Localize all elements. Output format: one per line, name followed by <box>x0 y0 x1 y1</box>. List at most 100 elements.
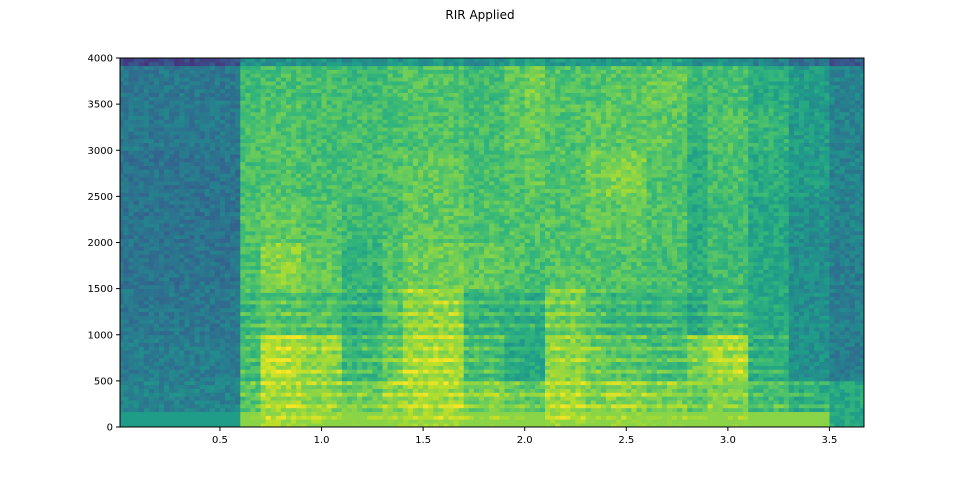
heatmap-cell <box>347 185 352 189</box>
heatmap-cell <box>372 239 377 243</box>
heatmap-cell <box>184 93 189 97</box>
heatmap-cell <box>256 277 261 281</box>
heatmap-cell <box>144 296 149 300</box>
heatmap-cell <box>357 289 362 293</box>
heatmap-cell <box>129 392 134 396</box>
heatmap-cell <box>184 308 189 312</box>
heatmap-cell <box>367 381 372 385</box>
heatmap-cell <box>306 331 311 335</box>
heatmap-cell <box>377 89 382 93</box>
heatmap-cell <box>159 396 164 400</box>
heatmap-cell <box>179 166 184 170</box>
heatmap-cell <box>276 392 281 396</box>
heatmap-cell <box>230 415 235 419</box>
heatmap-cell <box>296 235 301 239</box>
heatmap-cell <box>200 162 205 166</box>
heatmap-cell <box>332 216 337 220</box>
heatmap-cell <box>266 289 271 293</box>
heatmap-cell <box>291 162 296 166</box>
heatmap-cell <box>301 342 306 346</box>
heatmap-cell <box>362 389 367 393</box>
heatmap-cell <box>220 412 225 416</box>
heatmap-cell <box>139 239 144 243</box>
heatmap-cell <box>215 216 220 220</box>
heatmap-cell <box>195 319 200 323</box>
heatmap-cell <box>225 223 230 227</box>
heatmap-cell <box>245 196 250 200</box>
heatmap-cell <box>286 219 291 223</box>
heatmap-cell <box>276 208 281 212</box>
heatmap-cell <box>316 369 321 373</box>
heatmap-cell <box>235 112 240 116</box>
heatmap-cell <box>120 408 124 412</box>
heatmap-cell <box>256 177 261 181</box>
heatmap-cell <box>225 300 230 304</box>
heatmap-cell <box>271 81 276 85</box>
heatmap-cell <box>179 150 184 154</box>
heatmap-cell <box>311 289 316 293</box>
heatmap-cell <box>154 289 159 293</box>
heatmap-cell <box>169 231 174 235</box>
heatmap-cell <box>195 385 200 389</box>
heatmap-cell <box>357 146 362 150</box>
heatmap-cell <box>245 266 250 270</box>
heatmap-cell <box>139 231 144 235</box>
heatmap-cell <box>169 143 174 147</box>
heatmap-cell <box>149 300 154 304</box>
heatmap-cell <box>276 266 281 270</box>
heatmap-cell <box>261 227 266 231</box>
heatmap-cell <box>205 158 210 162</box>
heatmap-cell <box>189 216 194 220</box>
heatmap-cell <box>225 193 230 197</box>
heatmap-cell <box>123 204 128 208</box>
heatmap-cell <box>123 292 128 296</box>
heatmap-cell <box>184 346 189 350</box>
heatmap-cell <box>322 339 327 343</box>
heatmap-cell <box>347 123 352 127</box>
heatmap-cell <box>120 316 124 320</box>
heatmap-cell <box>250 358 255 362</box>
heatmap-cell <box>134 227 139 231</box>
heatmap-cell <box>301 415 306 419</box>
heatmap-cell <box>266 385 271 389</box>
heatmap-cell <box>306 231 311 235</box>
heatmap-cell <box>250 346 255 350</box>
heatmap-cell <box>210 108 215 112</box>
heatmap-cell <box>205 216 210 220</box>
heatmap-cell <box>230 231 235 235</box>
heatmap-cell <box>327 139 332 143</box>
heatmap-cell <box>301 204 306 208</box>
heatmap-cell <box>316 408 321 412</box>
heatmap-cell <box>240 200 245 204</box>
heatmap-cell <box>230 327 235 331</box>
heatmap-cell <box>357 96 362 100</box>
heatmap-cell <box>291 300 296 304</box>
heatmap-cell <box>266 146 271 150</box>
heatmap-cell <box>347 292 352 296</box>
heatmap-cell <box>164 354 169 358</box>
heatmap-cell <box>377 73 382 77</box>
heatmap-cell <box>174 112 179 116</box>
heatmap-cell <box>311 146 316 150</box>
heatmap-cell <box>210 385 215 389</box>
heatmap-cell <box>189 396 194 400</box>
heatmap-cell <box>261 266 266 270</box>
heatmap-cell <box>230 219 235 223</box>
heatmap-cell <box>362 254 367 258</box>
heatmap-cell <box>230 300 235 304</box>
heatmap-cell <box>120 404 124 408</box>
heatmap-cell <box>332 266 337 270</box>
heatmap-cell <box>250 166 255 170</box>
heatmap-cell <box>215 304 220 308</box>
heatmap-cell <box>322 216 327 220</box>
heatmap-cell <box>276 70 281 74</box>
heatmap-cell <box>210 258 215 262</box>
heatmap-cell <box>357 243 362 247</box>
heatmap-cell <box>210 154 215 158</box>
heatmap-cell <box>184 373 189 377</box>
heatmap-cell <box>205 189 210 193</box>
heatmap-cell <box>301 412 306 416</box>
heatmap-cell <box>200 404 205 408</box>
heatmap-cell <box>301 181 306 185</box>
heatmap-cell <box>316 120 321 124</box>
